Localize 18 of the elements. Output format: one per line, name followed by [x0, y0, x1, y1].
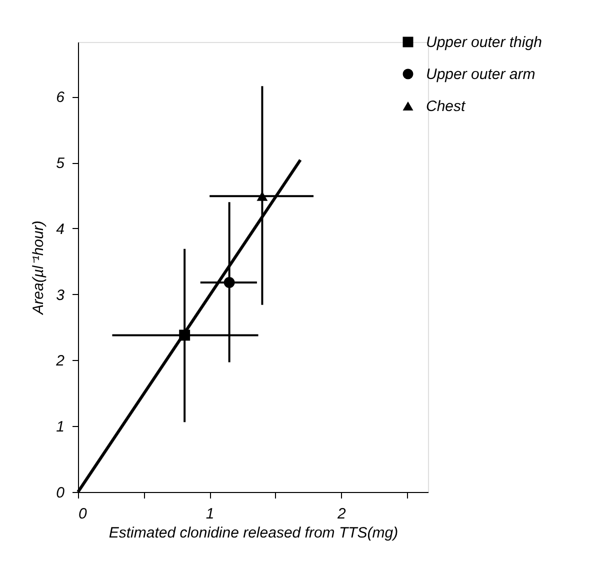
y-tick-label: 2: [55, 352, 66, 370]
y-tick-label: 6: [56, 89, 66, 106]
legend-label: Chest: [426, 98, 466, 115]
y-axis-title: Area(µl⁻¹hour): [30, 220, 48, 316]
x-axis-title: Estimated clonidine released from TTS(mg): [108, 524, 398, 542]
legend-label: Upper outer thigh: [426, 34, 542, 51]
point: [256, 191, 268, 201]
y-tick-label: 4: [56, 220, 64, 238]
x-tick-label: 2: [336, 506, 346, 522]
y-tick-label: 3: [56, 286, 66, 304]
y-tick-label: 1: [56, 418, 64, 436]
y-tick-label: 5: [56, 155, 66, 172]
point: [179, 330, 190, 341]
x-tick-label: 0: [78, 506, 88, 522]
legend-label: Upper outer arm: [426, 66, 536, 83]
point: [224, 277, 235, 288]
x-tick-label: 1: [206, 506, 214, 522]
y-tick-label: 0: [56, 484, 66, 502]
